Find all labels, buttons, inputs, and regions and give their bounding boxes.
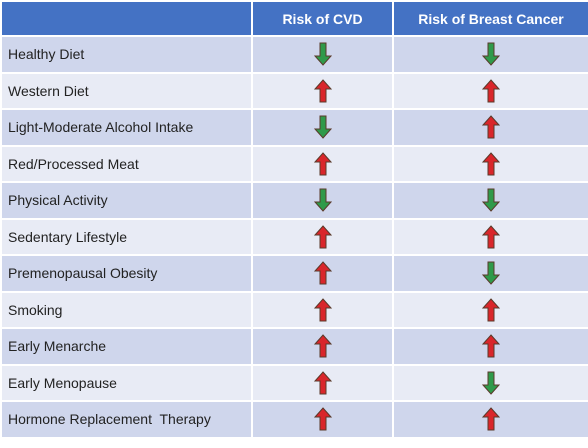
row-label: Western Diet xyxy=(0,71,253,110)
arrow-shape xyxy=(482,407,500,431)
arrow-up xyxy=(313,334,332,358)
arrow-up xyxy=(313,261,332,285)
arrow-shape xyxy=(482,78,500,103)
row-label: Hormone Replacement Therapy xyxy=(0,400,253,439)
effect-cell xyxy=(392,71,588,110)
effect-cell xyxy=(392,400,588,439)
arrow-up xyxy=(313,151,332,176)
table-body: Healthy Diet Western Diet Light-Moderate A… xyxy=(0,35,588,439)
table-row: Smoking xyxy=(0,290,588,329)
arrow-shape xyxy=(482,115,500,139)
table-row: Physical Activity xyxy=(0,181,588,220)
arrow-shape xyxy=(482,188,500,213)
arrow-up xyxy=(313,224,332,249)
effect-cell xyxy=(392,217,588,256)
arrow-shape xyxy=(313,297,332,322)
effect-cell xyxy=(251,217,394,256)
arrow-shape xyxy=(482,297,500,322)
arrow-up xyxy=(482,407,500,431)
table-row: Red/Processed Meat xyxy=(0,144,588,183)
row-label: Healthy Diet xyxy=(0,35,253,74)
arrow-up xyxy=(313,297,332,322)
arrow-up xyxy=(482,334,500,358)
table-row: Hormone Replacement Therapy xyxy=(0,400,588,439)
arrow-down xyxy=(313,115,332,140)
table-row: Western Diet xyxy=(0,71,588,110)
arrow-shape xyxy=(482,42,500,67)
effect-cell xyxy=(251,290,394,329)
arrow-down xyxy=(482,42,500,67)
row-label: Premenopausal Obesity xyxy=(0,254,253,293)
risk-table: Risk of CVD Risk of Breast Cancer Health… xyxy=(0,0,588,439)
arrow-shape xyxy=(313,334,332,358)
arrow-shape xyxy=(482,151,500,176)
row-label: Red/Processed Meat xyxy=(0,144,253,183)
header-blank xyxy=(0,0,253,37)
arrow-down xyxy=(482,261,500,286)
effect-cell xyxy=(251,144,394,183)
arrow-up xyxy=(482,297,500,322)
table-row: Premenopausal Obesity xyxy=(0,254,588,293)
arrow-up xyxy=(482,151,500,176)
effect-cell xyxy=(392,254,588,293)
arrow-down xyxy=(313,42,332,67)
table-row: Early Menopause xyxy=(0,363,588,402)
arrow-shape xyxy=(313,115,332,140)
effect-cell xyxy=(251,363,394,402)
arrow-shape xyxy=(313,370,332,395)
column-header: Risk of Breast Cancer xyxy=(392,0,588,37)
row-label: Sedentary Lifestyle xyxy=(0,217,253,256)
effect-cell xyxy=(392,327,588,366)
arrow-shape xyxy=(482,334,500,358)
effect-cell xyxy=(251,327,394,366)
table-row: Healthy Diet xyxy=(0,35,588,74)
arrow-shape xyxy=(313,151,332,176)
table-row: Light-Moderate Alcohol Intake xyxy=(0,108,588,147)
table-row: Sedentary Lifestyle xyxy=(0,217,588,256)
arrow-shape xyxy=(313,407,332,431)
effect-cell xyxy=(251,181,394,220)
row-label: Physical Activity xyxy=(0,181,253,220)
row-label: Smoking xyxy=(0,290,253,329)
effect-cell xyxy=(251,400,394,439)
header-row: Risk of CVD Risk of Breast Cancer xyxy=(0,0,588,37)
arrow-up xyxy=(313,407,332,431)
arrow-shape xyxy=(313,188,332,213)
arrow-shape xyxy=(482,224,500,249)
arrow-shape xyxy=(313,42,332,67)
effect-cell xyxy=(392,35,588,74)
arrow-up xyxy=(482,115,500,139)
arrow-up xyxy=(313,78,332,103)
arrow-down xyxy=(313,188,332,213)
arrow-up xyxy=(482,78,500,103)
effect-cell xyxy=(251,108,394,147)
table-row: Early Menarche xyxy=(0,327,588,366)
effect-cell xyxy=(392,144,588,183)
effect-cell xyxy=(392,363,588,402)
arrow-shape xyxy=(482,371,500,395)
arrow-shape xyxy=(482,261,500,286)
effect-cell xyxy=(392,108,588,147)
arrow-up xyxy=(313,370,332,395)
effect-cell xyxy=(392,181,588,220)
effect-cell xyxy=(251,35,394,74)
effect-cell xyxy=(251,71,394,110)
effect-cell xyxy=(392,290,588,329)
arrow-shape xyxy=(313,224,332,249)
arrow-down xyxy=(482,188,500,213)
row-label: Light-Moderate Alcohol Intake xyxy=(0,108,253,147)
arrow-up xyxy=(482,224,500,249)
arrow-shape xyxy=(313,261,332,285)
effect-cell xyxy=(251,254,394,293)
row-label: Early Menopause xyxy=(0,363,253,402)
column-header: Risk of CVD xyxy=(251,0,394,37)
arrow-down xyxy=(482,371,500,395)
arrow-shape xyxy=(313,78,332,103)
row-label: Early Menarche xyxy=(0,327,253,366)
